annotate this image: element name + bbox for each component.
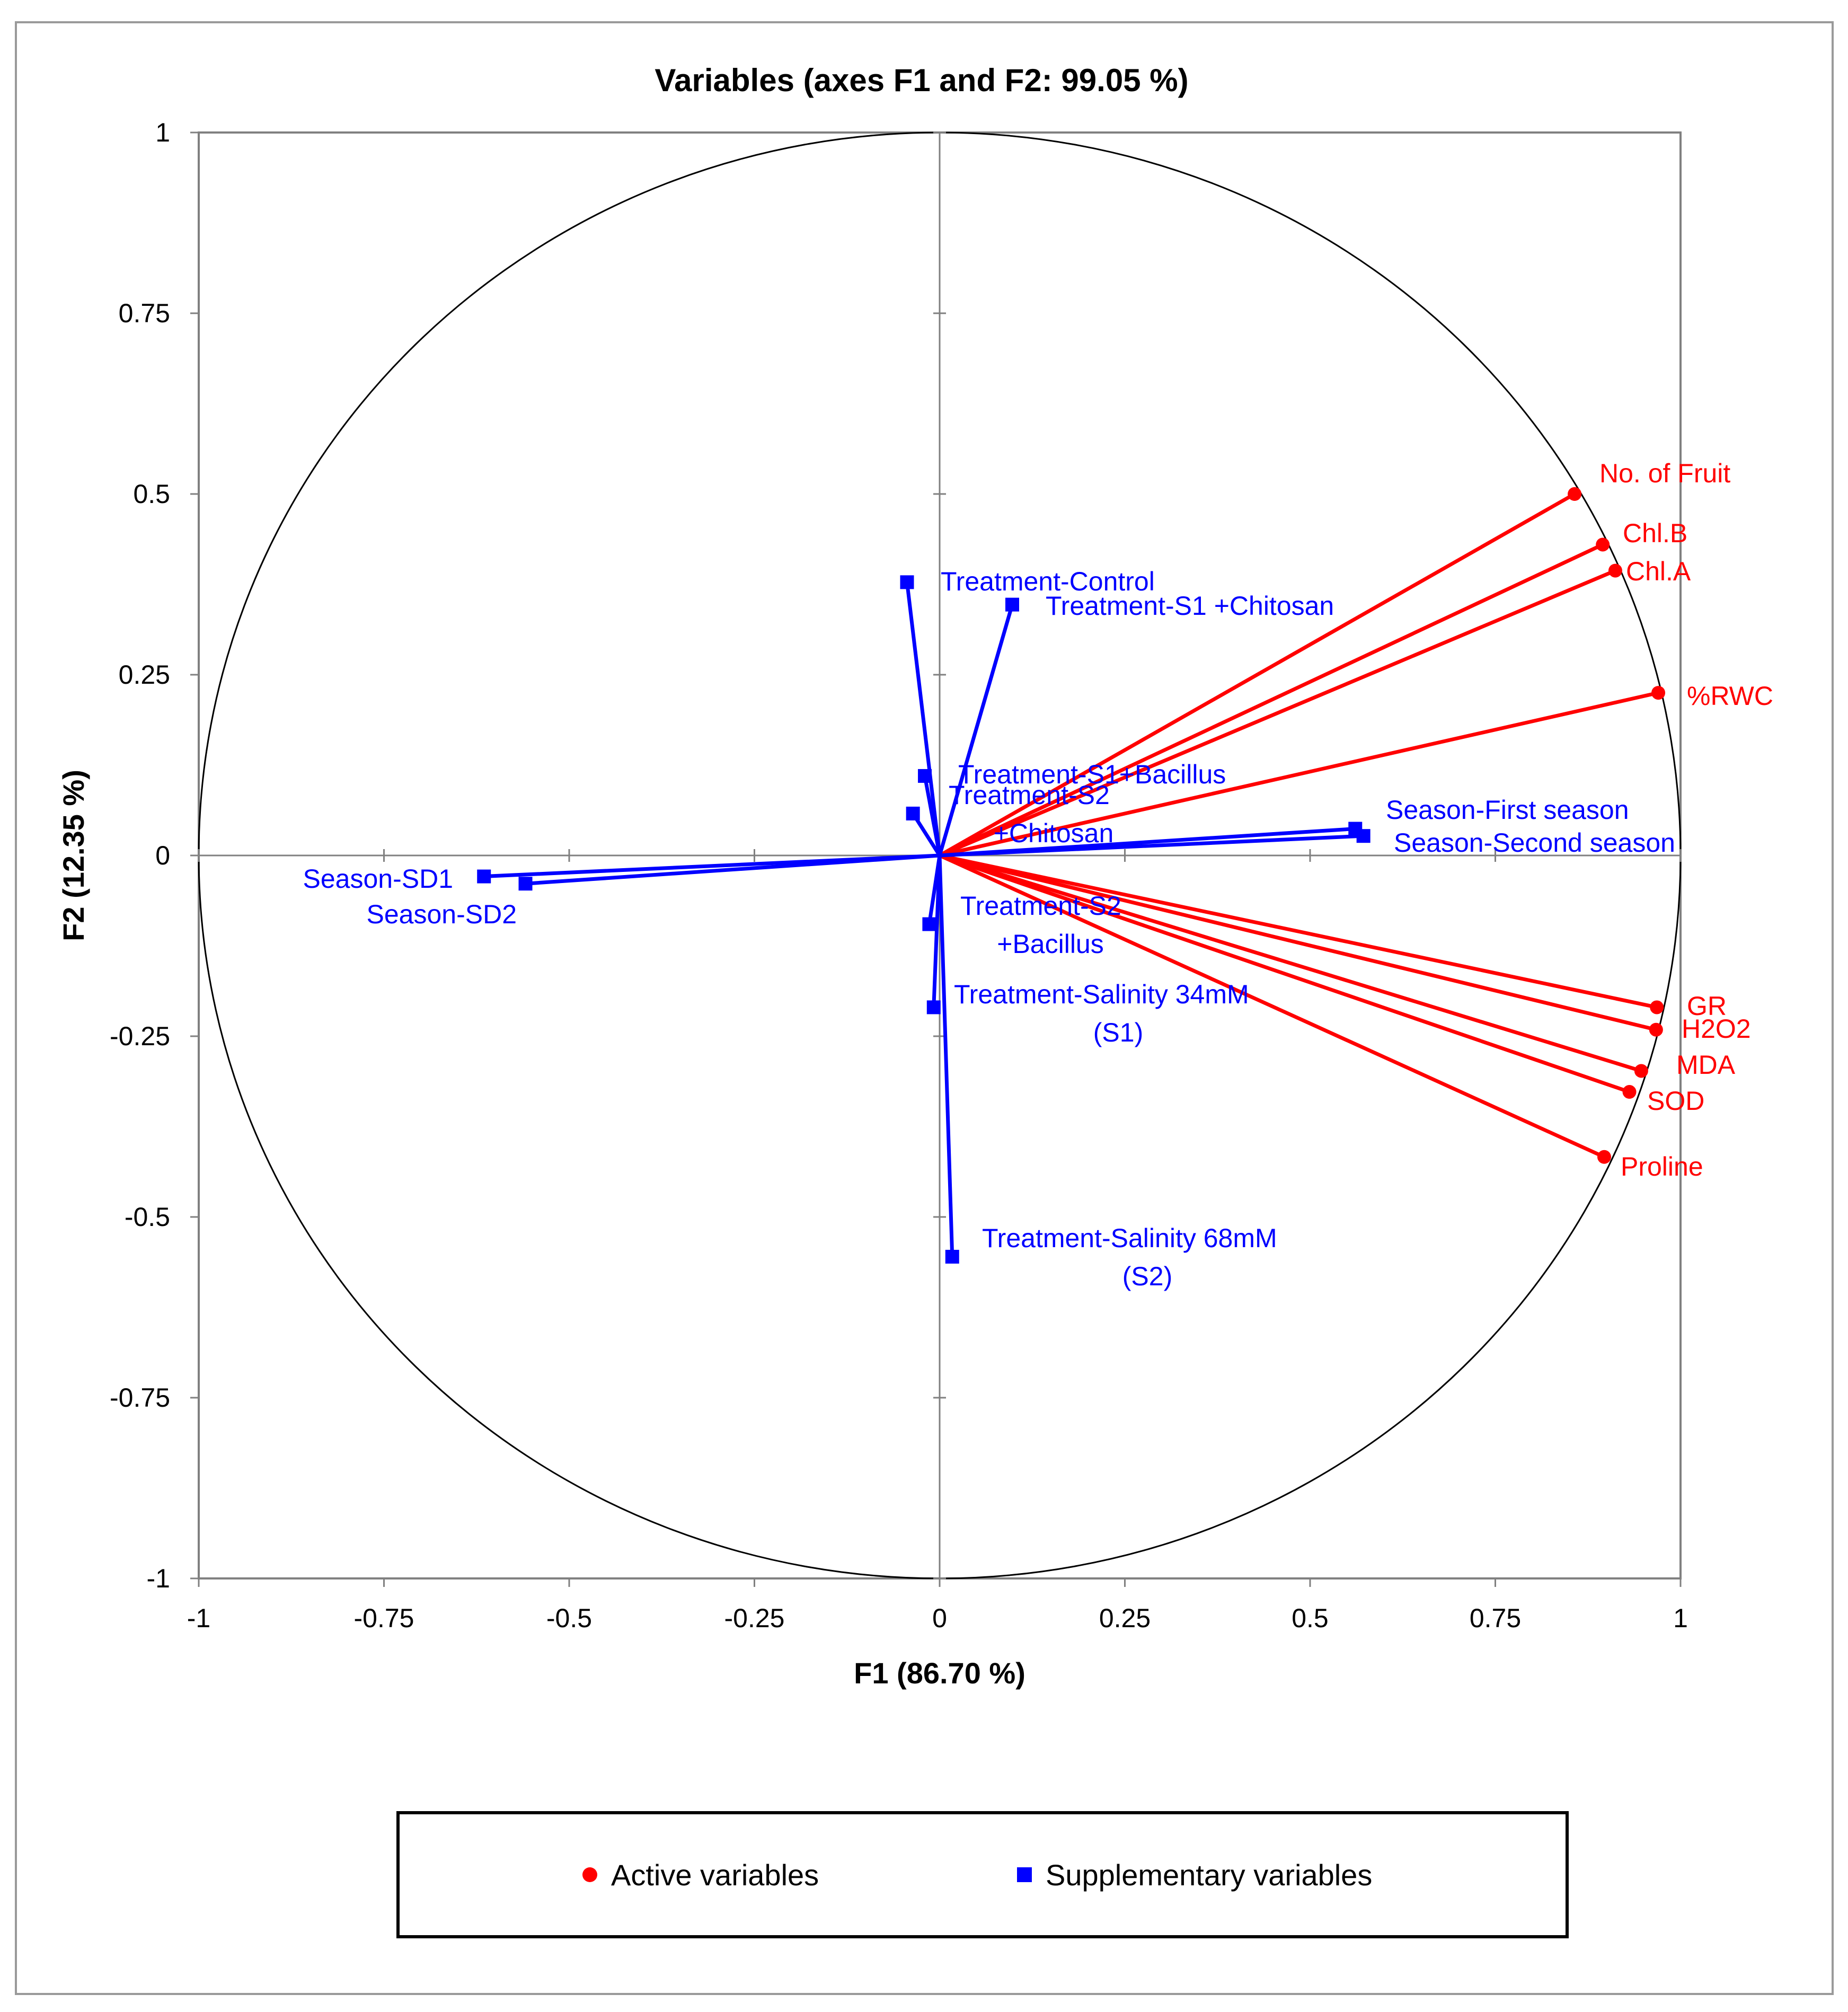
point-label: H2O2 (1682, 1014, 1751, 1044)
chart-frame (15, 21, 1834, 1995)
data-point-square (922, 917, 936, 931)
legend-item-active: Active variables (582, 1814, 819, 1935)
vectors-layer (477, 487, 1666, 1264)
legend-label-active: Active variables (611, 1858, 819, 1892)
data-point-square (518, 877, 533, 891)
point-label: %RWC (1687, 681, 1773, 711)
point-label: No. of Fruit (1599, 458, 1730, 488)
legend-item-supplementary: Supplementary variables (1017, 1814, 1372, 1935)
data-point-circle (1650, 1000, 1664, 1014)
vector-line (938, 855, 954, 1257)
vector-line (911, 813, 941, 857)
x-tick-label: -0.25 (724, 1603, 785, 1633)
vector-line (939, 853, 1630, 1094)
legend: Active variables Supplementary variables (396, 1811, 1569, 1938)
vector-line (525, 853, 940, 886)
vector-line (923, 775, 942, 856)
point-label: GR (1687, 991, 1727, 1021)
point-label: SOD (1647, 1086, 1704, 1116)
vector-line (939, 543, 1604, 858)
data-point-square (945, 1250, 959, 1264)
data-point-square (918, 769, 932, 783)
data-point-square (906, 806, 920, 820)
vector-line (938, 604, 1014, 856)
y-tick-label: -1 (147, 1564, 170, 1593)
point-label: Treatment-Salinity 68mM (982, 1223, 1277, 1253)
point-label: Chl.A (1626, 557, 1691, 586)
point-label: Season-SD2 (367, 899, 517, 929)
x-tick-label: 0 (932, 1603, 947, 1633)
vector-line (939, 691, 1659, 858)
data-point-square (1005, 597, 1020, 612)
x-tick-label: -0.75 (354, 1603, 414, 1633)
point-label: (S2) (1122, 1261, 1172, 1291)
y-tick-label: -0.5 (125, 1202, 170, 1232)
data-point-circle (1622, 1085, 1637, 1099)
point-label: Treatment-S2 (949, 780, 1110, 810)
x-tick-label: 0.5 (1292, 1603, 1329, 1633)
y-tick-label: -0.75 (110, 1383, 170, 1413)
vector-line (939, 853, 1657, 1032)
circle-marker-icon (582, 1867, 597, 1882)
point-label: Season-Second season (1394, 828, 1675, 858)
y-tick-label: -0.25 (110, 1021, 170, 1051)
data-point-circle (1608, 563, 1622, 578)
point-label: Treatment-Control (941, 567, 1155, 596)
x-tick-label: 0.25 (1099, 1603, 1151, 1633)
data-point-square (900, 575, 914, 589)
y-axis-title: F2 (12.35 %) (57, 770, 90, 941)
point-label: Treatment-S1 +Chitosan (1046, 591, 1334, 621)
vector-line (939, 853, 1605, 1159)
data-point-circle (1568, 487, 1582, 501)
point-label: +Chitosan (994, 818, 1114, 848)
point-label: MDA (1676, 1050, 1736, 1080)
axes-layer: -1 -0.75 -0.5 -0.25 0 0.25 0.5 0.75 1 1 0.75 0.5 0.2… (110, 118, 1688, 1633)
point-label: Season-First season (1386, 795, 1629, 825)
point-label: Treatment-Salinity 34mM (954, 979, 1249, 1009)
legend-label-supplementary: Supplementary variables (1046, 1858, 1373, 1892)
data-point-circle (1596, 537, 1610, 552)
data-point-square (477, 869, 491, 884)
data-point-circle (1649, 1022, 1663, 1037)
y-tick-label: 0 (155, 841, 170, 870)
point-label: Treatment-S2 (960, 891, 1121, 921)
vector-line (939, 492, 1576, 858)
data-point-square (1356, 829, 1370, 843)
y-tick-label: 0.75 (119, 298, 170, 328)
data-point-circle (1597, 1150, 1612, 1164)
point-label: Season-SD1 (303, 864, 454, 894)
point-label: Proline (1621, 1152, 1703, 1181)
y-tick-label: 0.5 (133, 479, 170, 509)
point-label: +Bacillus (997, 929, 1104, 959)
vector-line (939, 834, 1364, 858)
chart-title: Variables (axes F1 and F2: 99.05 %) (655, 63, 1188, 98)
vector-line (939, 853, 1657, 1009)
vector-line (905, 581, 942, 856)
x-axis-title: F1 (86.70 %) (854, 1656, 1025, 1690)
point-label: (S1) (1093, 1018, 1143, 1047)
point-label: Treatment-S1+Bacillus (958, 760, 1226, 789)
vector-line (939, 853, 1642, 1073)
x-tick-label: 0.75 (1470, 1603, 1521, 1633)
data-point-circle (1651, 686, 1666, 700)
x-tick-label: -1 (187, 1603, 210, 1633)
vector-line (939, 569, 1616, 858)
y-tick-label: 0.25 (119, 660, 170, 690)
x-tick-label: 1 (1673, 1603, 1688, 1633)
y-tick-label: 1 (155, 118, 170, 147)
x-tick-label: -0.5 (546, 1603, 592, 1633)
data-point-circle (1634, 1064, 1648, 1078)
data-point-square (926, 1000, 941, 1014)
point-label: Chl.B (1623, 518, 1687, 548)
square-marker-icon (1017, 1867, 1032, 1882)
